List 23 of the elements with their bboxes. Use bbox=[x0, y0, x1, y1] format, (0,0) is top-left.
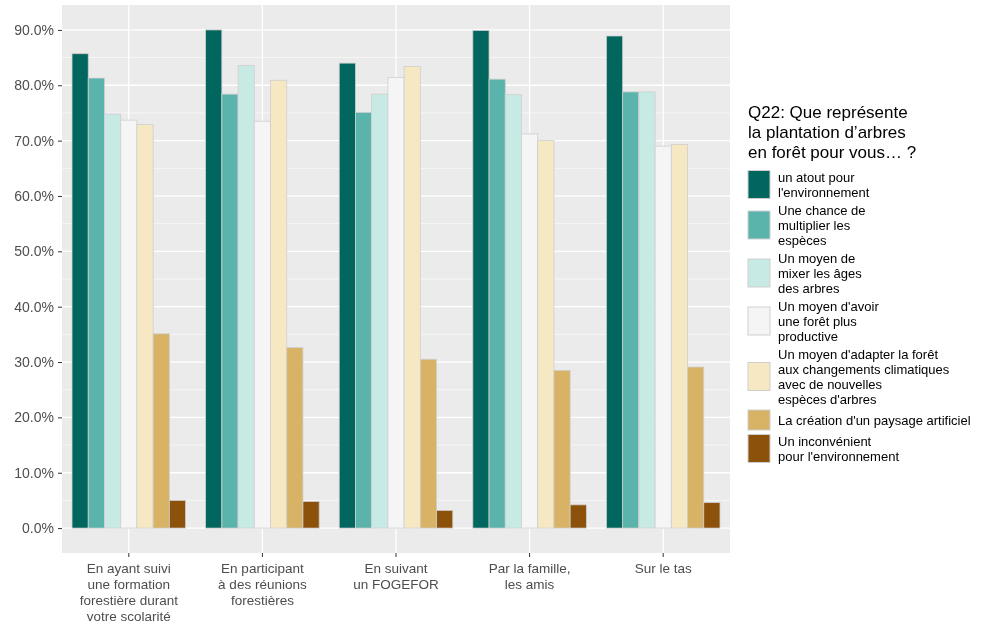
y-tick-label: 80.0% bbox=[14, 77, 54, 94]
legend-label: Un moyen d'avoir une forêt plus productive bbox=[778, 298, 880, 344]
legend-label: Une chance de multiplier les espèces bbox=[778, 202, 866, 248]
x-tick-label: En suivant un FOGEFOR bbox=[353, 561, 440, 592]
x-tick-label: En ayant suivi une formation forestière durant votre scolarité bbox=[79, 561, 179, 622]
legend-label: Un inconvénient pour l'environnement bbox=[778, 433, 900, 464]
y-tick-label: 20.0% bbox=[14, 409, 54, 426]
x-tick-label: Sur le tas bbox=[634, 561, 692, 576]
legend-label: La création d'un paysage artificiel bbox=[778, 412, 971, 428]
y-tick-label: 60.0% bbox=[14, 187, 54, 204]
y-tick-label: 40.0% bbox=[14, 298, 54, 315]
x-tick-label: Par la famille, les amis bbox=[488, 561, 571, 592]
y-tick-label: 10.0% bbox=[14, 464, 54, 481]
y-tick-label: 70.0% bbox=[14, 132, 54, 149]
y-tick-label: 0.0% bbox=[22, 520, 54, 537]
legend-label: un atout pour l'environnement bbox=[778, 169, 870, 200]
y-tick-label: 50.0% bbox=[14, 243, 54, 260]
legend-label: Un moyen de mixer les âges des arbres bbox=[778, 250, 863, 296]
x-tick-label: En participant à des réunions forestières bbox=[218, 561, 307, 608]
legend-label: Un moyen d'adapter la forêt aux changements climatiques avec de nouvelles espèces d'arbres bbox=[778, 346, 950, 407]
legend-title: Q22: Que représente la plantation d’arbres en forêt pour vous… ? bbox=[748, 103, 917, 162]
y-tick-label: 30.0% bbox=[14, 354, 54, 371]
y-tick-label: 90.0% bbox=[14, 21, 54, 38]
